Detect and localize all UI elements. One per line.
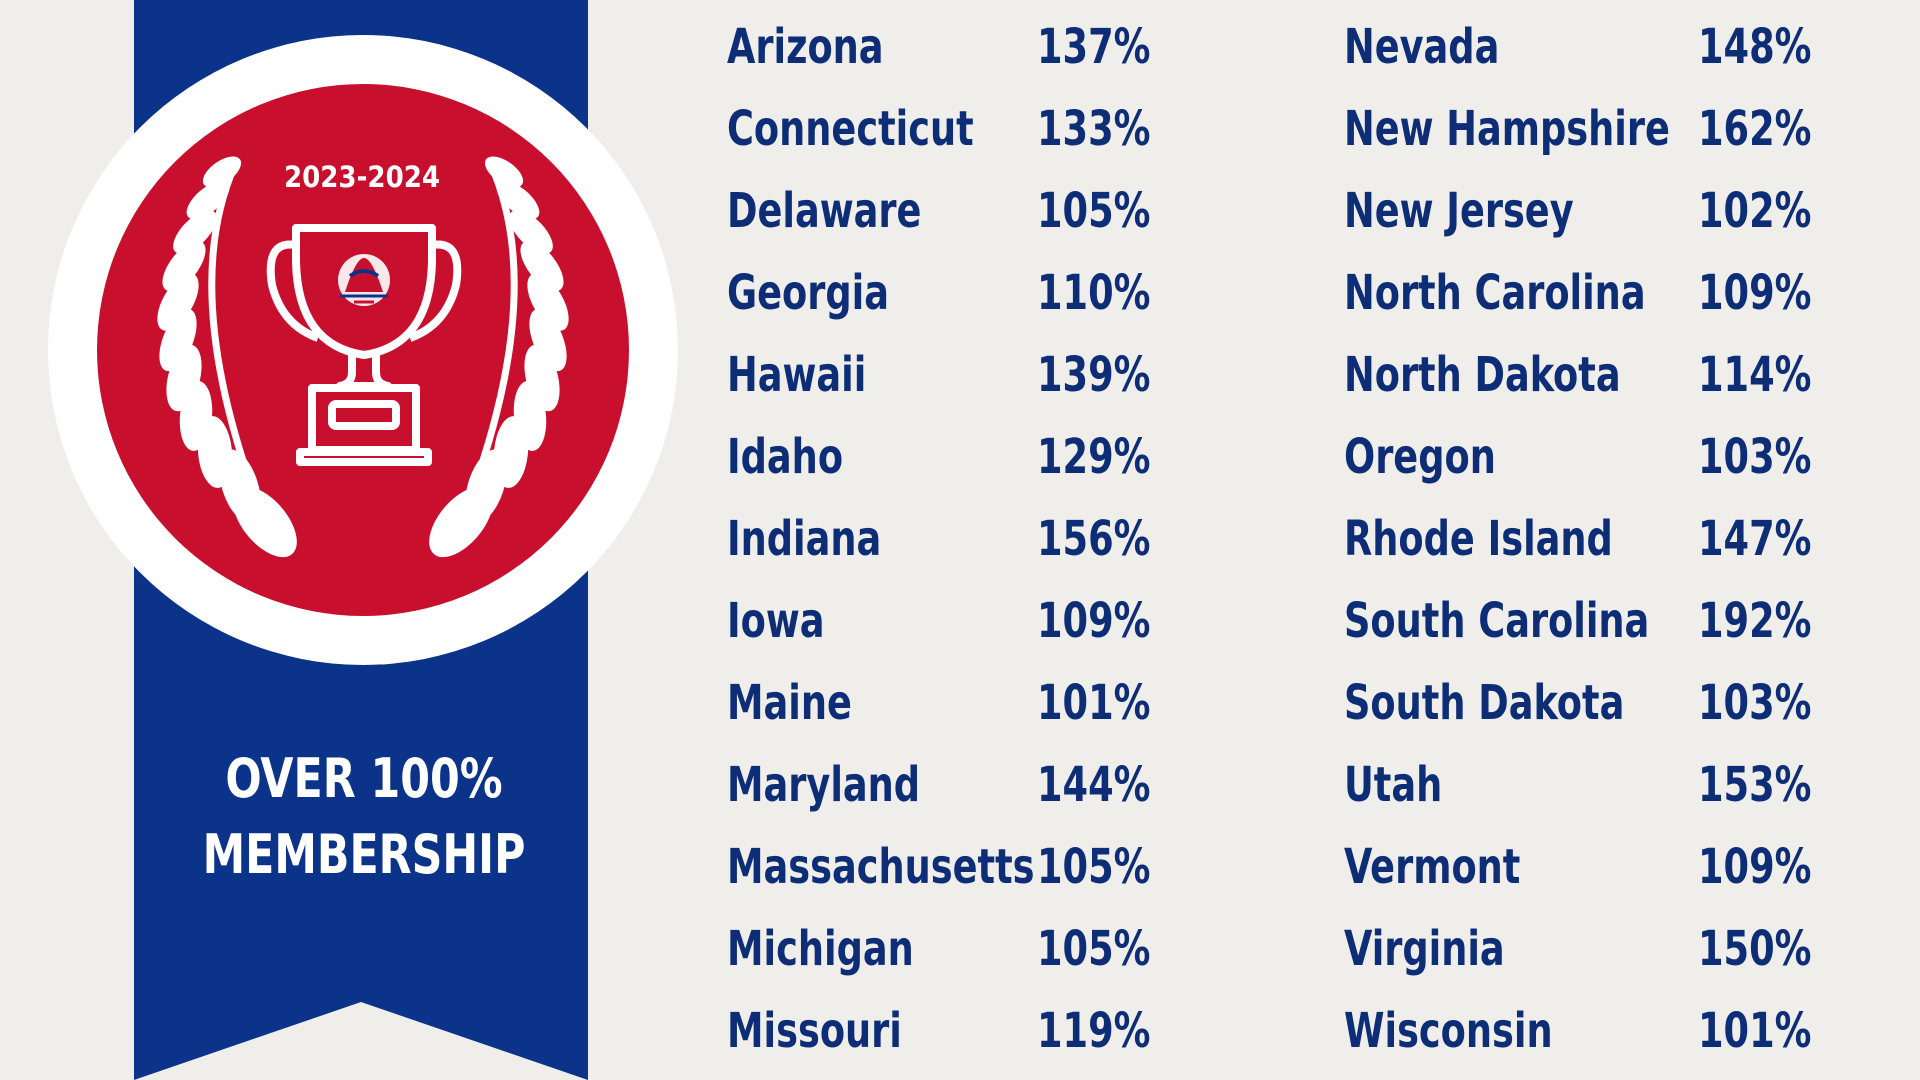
state-row: Maine 101% <box>727 668 1327 738</box>
state-name: New Jersey <box>1344 183 1574 239</box>
ribbon-caption-line2: MEMBERSHIP <box>202 823 526 886</box>
state-row: Iowa 109% <box>727 586 1327 656</box>
state-name: Hawaii <box>727 347 867 403</box>
state-row: Maryland 144% <box>727 750 1327 820</box>
state-name: North Dakota <box>1344 347 1621 403</box>
state-percentage: 114% <box>1698 347 1812 403</box>
state-name: Iowa <box>727 593 825 649</box>
state-percentage: 153% <box>1698 757 1812 813</box>
state-name: South Carolina <box>1344 593 1650 649</box>
state-row: Connecticut 133% <box>727 94 1327 164</box>
state-percentage: 133% <box>1037 101 1151 157</box>
state-name: Missouri <box>727 1003 902 1059</box>
state-percentage: 139% <box>1037 347 1151 403</box>
state-percentage: 102% <box>1698 183 1812 239</box>
state-row: South Carolina 192% <box>1344 586 1920 656</box>
state-name: New Hampshire <box>1344 101 1670 157</box>
state-name: Vermont <box>1344 839 1521 895</box>
state-name: Arizona <box>727 19 884 75</box>
trophy-icon <box>266 224 462 466</box>
state-percentage: 105% <box>1037 921 1151 977</box>
badge-year-label: 2023-2024 <box>283 160 441 194</box>
state-percentage: 103% <box>1698 429 1812 485</box>
state-row: Arizona 137% <box>727 12 1327 82</box>
state-row: New Jersey 102% <box>1344 176 1920 246</box>
state-percentage: 101% <box>1698 1003 1812 1059</box>
state-name: Utah <box>1344 757 1443 813</box>
state-row: Utah 153% <box>1344 750 1920 820</box>
state-name: Massachusetts <box>727 839 1035 895</box>
state-row: Hawaii 139% <box>727 340 1327 410</box>
state-name: Virginia <box>1344 921 1505 977</box>
state-name: Connecticut <box>727 101 974 157</box>
state-percentage: 119% <box>1037 1003 1151 1059</box>
state-row: Oregon 103% <box>1344 422 1920 492</box>
state-row: Nevada 148% <box>1344 12 1920 82</box>
state-percentage: 192% <box>1698 593 1812 649</box>
state-name: Georgia <box>727 265 889 321</box>
state-row: Rhode Island 147% <box>1344 504 1920 574</box>
state-percentage: 150% <box>1698 921 1812 977</box>
state-name: Idaho <box>727 429 844 485</box>
state-row: Missouri 119% <box>727 996 1327 1066</box>
state-name: Oregon <box>1344 429 1496 485</box>
state-row: New Hampshire 162% <box>1344 94 1920 164</box>
state-row: Indiana 156% <box>727 504 1327 574</box>
state-name: Wisconsin <box>1344 1003 1553 1059</box>
state-name: Maryland <box>727 757 921 813</box>
state-row: Michigan 105% <box>727 914 1327 984</box>
state-name: South Dakota <box>1344 675 1625 731</box>
state-row: South Dakota 103% <box>1344 668 1920 738</box>
laurel-wreath-right-icon <box>429 156 569 558</box>
state-percentage: 137% <box>1037 19 1151 75</box>
state-percentage: 147% <box>1698 511 1812 567</box>
ribbon-caption-line1: OVER 100% <box>225 747 503 810</box>
state-name: Rhode Island <box>1344 511 1613 567</box>
state-name: Michigan <box>727 921 914 977</box>
state-percentage: 148% <box>1698 19 1812 75</box>
state-percentage: 129% <box>1037 429 1151 485</box>
state-percentage: 105% <box>1037 183 1151 239</box>
state-percentage: 103% <box>1698 675 1812 731</box>
state-row: Idaho 129% <box>727 422 1327 492</box>
state-row: North Carolina 109% <box>1344 258 1920 328</box>
state-percentage: 109% <box>1698 265 1812 321</box>
association-logo-icon <box>338 254 390 306</box>
state-percentage: 101% <box>1037 675 1151 731</box>
state-name: Nevada <box>1344 19 1500 75</box>
state-row: North Dakota 114% <box>1344 340 1920 410</box>
state-percentage: 105% <box>1037 839 1151 895</box>
state-name: North Carolina <box>1344 265 1646 321</box>
laurel-wreath-left-icon <box>157 156 297 558</box>
state-percentage: 110% <box>1037 265 1151 321</box>
state-name: Indiana <box>727 511 882 567</box>
state-name: Delaware <box>727 183 922 239</box>
state-percentage: 109% <box>1698 839 1812 895</box>
state-row: Massachusetts 105% <box>727 832 1327 902</box>
state-row: Wisconsin 101% <box>1344 996 1920 1066</box>
state-row: Virginia 150% <box>1344 914 1920 984</box>
state-percentage: 109% <box>1037 593 1151 649</box>
state-percentage: 156% <box>1037 511 1151 567</box>
state-percentage: 144% <box>1037 757 1151 813</box>
state-row: Georgia 110% <box>727 258 1327 328</box>
state-name: Maine <box>727 675 852 731</box>
state-percentage: 162% <box>1698 101 1812 157</box>
state-row: Vermont 109% <box>1344 832 1920 902</box>
state-row: Delaware 105% <box>727 176 1327 246</box>
